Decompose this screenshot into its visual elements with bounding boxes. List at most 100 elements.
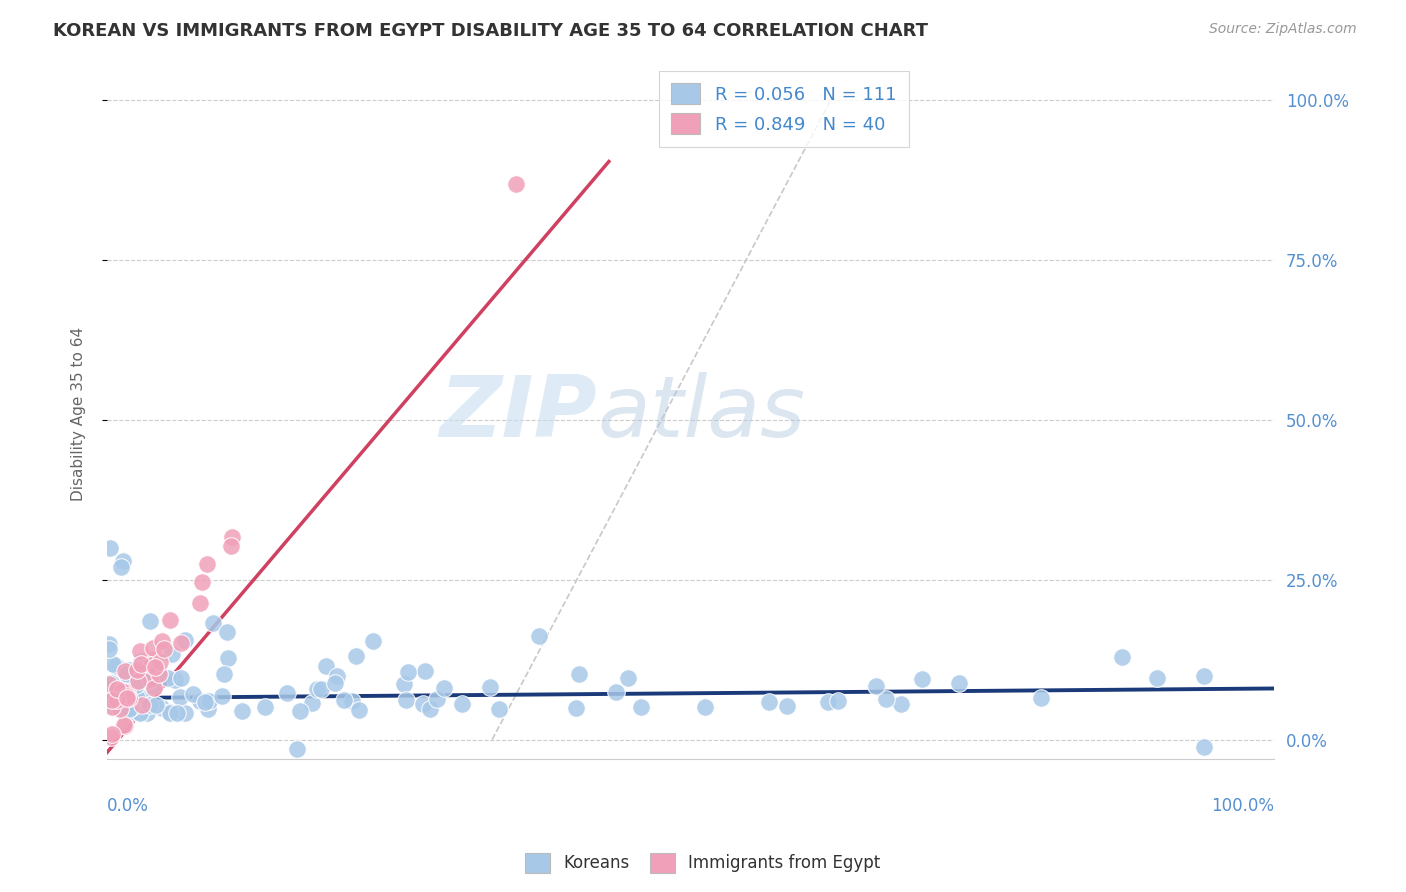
Point xyxy=(211,690,233,704)
Point xyxy=(105,693,128,707)
Text: atlas: atlas xyxy=(598,372,806,455)
Text: Source: ZipAtlas.com: Source: ZipAtlas.com xyxy=(1209,22,1357,37)
Point xyxy=(117,685,139,699)
Point xyxy=(1192,740,1215,755)
Point xyxy=(288,704,311,718)
Point xyxy=(254,699,277,714)
Point xyxy=(127,673,149,688)
Point xyxy=(129,667,152,681)
Point xyxy=(103,691,125,706)
Point xyxy=(693,700,716,714)
Point xyxy=(630,699,652,714)
Point xyxy=(136,706,159,721)
Point xyxy=(433,681,456,695)
Point xyxy=(1029,690,1052,705)
Point xyxy=(159,705,181,719)
Point xyxy=(181,687,204,701)
Point xyxy=(150,700,173,714)
Point xyxy=(419,702,441,716)
Point xyxy=(124,678,146,692)
Point xyxy=(101,727,124,741)
Point xyxy=(141,679,163,693)
Point xyxy=(194,695,217,709)
Point xyxy=(111,554,134,568)
Point xyxy=(131,654,153,668)
Point xyxy=(98,642,121,657)
Point xyxy=(215,624,238,639)
Point xyxy=(413,664,436,678)
Point xyxy=(565,701,588,715)
Legend: Koreans, Immigrants from Egypt: Koreans, Immigrants from Egypt xyxy=(519,847,887,880)
Point xyxy=(136,698,159,712)
Point xyxy=(134,685,156,699)
Point xyxy=(110,688,132,702)
Point xyxy=(231,705,253,719)
Point xyxy=(100,675,122,690)
Point xyxy=(100,693,122,707)
Point xyxy=(139,658,162,673)
Point xyxy=(107,679,129,693)
Point xyxy=(166,706,188,720)
Point xyxy=(101,678,124,692)
Point xyxy=(117,691,139,706)
Point xyxy=(948,676,970,690)
Point xyxy=(139,698,162,712)
Point xyxy=(219,539,242,553)
Point xyxy=(865,679,887,693)
Point xyxy=(105,682,128,697)
Point xyxy=(1192,669,1215,683)
Point xyxy=(170,671,193,685)
Point xyxy=(221,530,243,544)
Point xyxy=(170,636,193,650)
Point xyxy=(776,699,799,714)
Point xyxy=(101,700,124,714)
Point xyxy=(605,685,627,699)
Point xyxy=(169,690,191,704)
Point xyxy=(326,669,349,683)
Point xyxy=(111,697,134,711)
Point xyxy=(188,694,211,708)
Point xyxy=(285,742,308,756)
Point xyxy=(212,667,235,681)
Point xyxy=(127,691,149,706)
Point xyxy=(217,651,239,665)
Point xyxy=(105,659,128,673)
Point xyxy=(342,694,364,708)
Point xyxy=(131,698,153,713)
Point xyxy=(395,693,418,707)
Point xyxy=(148,666,170,681)
Point xyxy=(201,615,224,630)
Point xyxy=(191,574,214,589)
Point xyxy=(527,629,550,643)
Point xyxy=(827,694,849,708)
Point xyxy=(425,691,447,706)
Point xyxy=(478,680,501,694)
Point xyxy=(101,657,124,671)
Point xyxy=(131,657,153,671)
Point xyxy=(890,697,912,711)
Point xyxy=(98,541,121,555)
Point xyxy=(160,647,183,661)
Point xyxy=(344,649,367,664)
Point xyxy=(124,705,146,719)
Point xyxy=(110,684,132,698)
Point xyxy=(875,691,897,706)
Point xyxy=(142,652,165,666)
Point xyxy=(165,673,187,688)
Point xyxy=(120,700,142,714)
Point xyxy=(117,664,139,678)
Point xyxy=(127,663,149,677)
Point xyxy=(145,698,167,713)
Point xyxy=(142,681,165,695)
Point xyxy=(128,705,150,719)
Point xyxy=(100,730,122,744)
Point xyxy=(174,633,197,648)
Point xyxy=(149,655,172,669)
Point xyxy=(412,697,434,711)
Point xyxy=(276,685,298,699)
Point xyxy=(195,557,218,571)
Point xyxy=(118,690,141,705)
Point xyxy=(114,664,136,678)
Point xyxy=(159,613,181,627)
Text: KOREAN VS IMMIGRANTS FROM EGYPT DISABILITY AGE 35 TO 64 CORRELATION CHART: KOREAN VS IMMIGRANTS FROM EGYPT DISABILI… xyxy=(53,22,928,40)
